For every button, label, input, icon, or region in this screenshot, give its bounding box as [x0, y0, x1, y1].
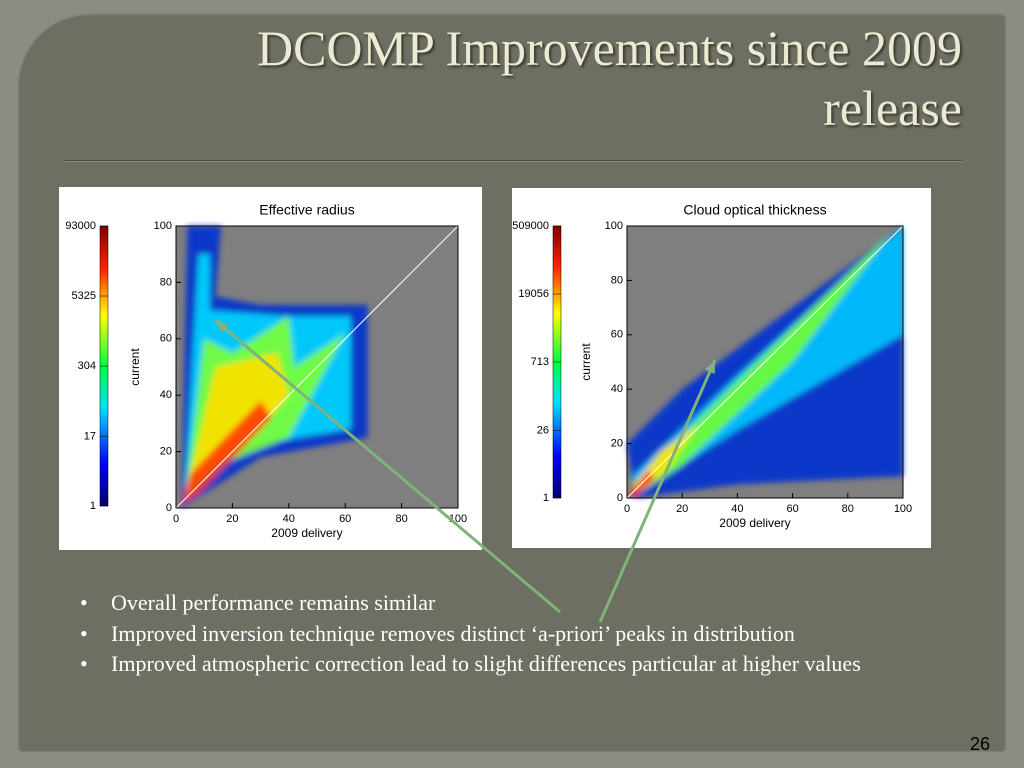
- y-tick-label: 80: [611, 274, 623, 286]
- bullet-list: Overall performance remains similarImpro…: [78, 588, 948, 680]
- x-tick-label: 20: [226, 513, 238, 525]
- y-tick-label: 0: [166, 502, 172, 514]
- y-tick-label: 40: [160, 389, 172, 401]
- arrow: [214, 318, 561, 614]
- colorbar-tick-label: 713: [531, 356, 549, 368]
- y-axis-label: current: [579, 343, 593, 381]
- x-axis-label: 2009 delivery: [271, 526, 342, 540]
- colorbar-tick-label: 26: [537, 424, 549, 436]
- chart: 0 20 40 60 80 100 0 20 40 60 80 100 Cloud optical th…: [512, 188, 931, 548]
- colorbar-tick-label: 19056: [518, 288, 549, 300]
- colorbar-tick-label: 509000: [512, 220, 549, 232]
- y-tick-label: 100: [605, 220, 623, 232]
- plot-frame: [175, 225, 459, 509]
- slide-title: DCOMP Improvements since 2009 release: [256, 20, 962, 136]
- plot-frame: [626, 225, 904, 499]
- page-number: 26: [970, 734, 991, 754]
- y-tick-label: 60: [611, 329, 623, 341]
- x-tick-label: 80: [395, 513, 407, 525]
- bullet: Improved atmospheric correction lead to …: [78, 649, 948, 680]
- title-rule: [65, 160, 962, 162]
- x-axis-label: 2009 delivery: [719, 516, 790, 530]
- arrow: [598, 359, 717, 623]
- x-tick-label: 20: [676, 503, 688, 515]
- y-tick-label: 100: [154, 220, 172, 232]
- colorbar-tick-label: 5325: [72, 290, 96, 302]
- x-tick-label: 0: [173, 513, 179, 525]
- y-tick-label: 60: [160, 333, 172, 345]
- one-to-one-line: [175, 225, 459, 509]
- y-tick-label: 80: [160, 276, 172, 288]
- arrow-head: [704, 360, 715, 374]
- y-tick-label: 40: [611, 383, 623, 395]
- y-axis-label: current: [128, 348, 142, 386]
- bullet: Improved inversion technique removes dis…: [78, 619, 948, 650]
- y-tick-label: 20: [160, 446, 172, 458]
- colorbar-tick-label: 1: [543, 492, 549, 504]
- x-tick-label: 0: [624, 503, 630, 515]
- y-tick-label: 20: [611, 438, 623, 450]
- chart-title: Cloud optical thickness: [683, 202, 826, 218]
- x-tick-label: 60: [339, 513, 351, 525]
- y-tick-label: 0: [617, 492, 623, 504]
- chart-title: Effective radius: [259, 202, 354, 218]
- colorbar-tick-label: 1: [90, 500, 96, 512]
- arrow-head: [215, 320, 229, 333]
- x-tick-label: 80: [842, 503, 854, 515]
- colorbar-tick-label: 304: [78, 360, 96, 372]
- bullet: Overall performance remains similar: [78, 588, 948, 619]
- x-tick-label: 100: [894, 503, 912, 515]
- x-tick-label: 40: [731, 503, 743, 515]
- colorbar-tick-label: 93000: [65, 220, 96, 232]
- x-tick-label: 40: [283, 513, 295, 525]
- x-tick-label: 60: [786, 503, 798, 515]
- colorbar-tick-label: 17: [84, 431, 96, 443]
